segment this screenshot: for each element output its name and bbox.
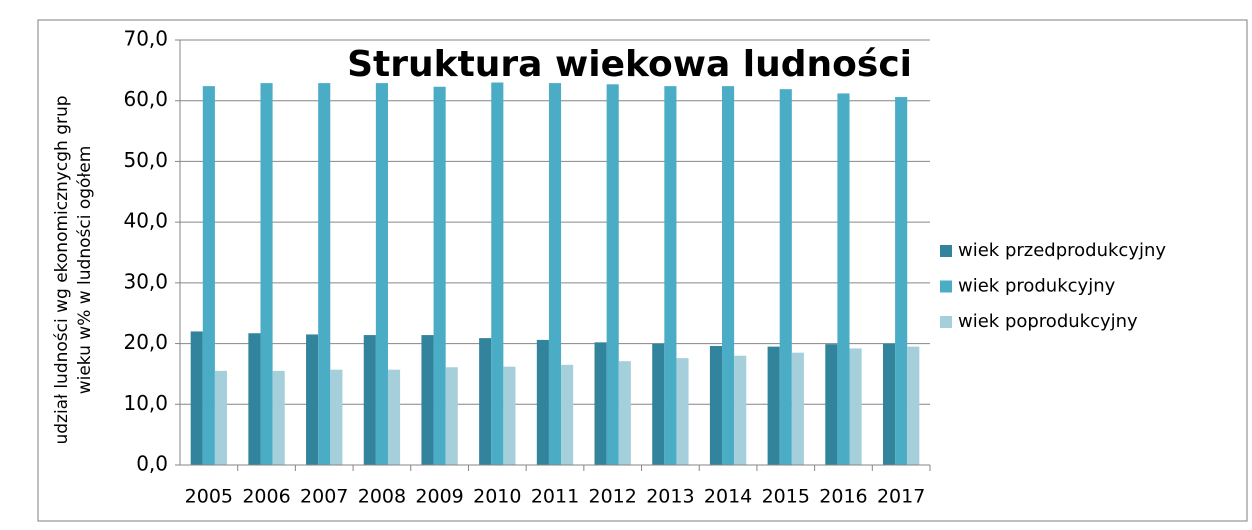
legend-swatch bbox=[940, 280, 952, 293]
x-tick-label: 2016 bbox=[819, 486, 867, 508]
bar bbox=[548, 83, 562, 465]
bar bbox=[849, 348, 862, 465]
bar bbox=[421, 335, 434, 465]
legend-label: wiek przedprodukcyjny bbox=[958, 240, 1166, 261]
bar bbox=[895, 97, 908, 466]
x-tick-label: 2007 bbox=[300, 486, 348, 508]
bar bbox=[882, 343, 896, 465]
bar bbox=[907, 346, 920, 465]
bar bbox=[503, 366, 516, 465]
legend-swatch bbox=[940, 316, 952, 328]
x-tick-label: 2011 bbox=[531, 486, 579, 508]
x-tick-label: 2010 bbox=[473, 486, 521, 508]
bar bbox=[491, 82, 504, 465]
x-tick-label: 2006 bbox=[242, 486, 290, 508]
bar bbox=[272, 370, 285, 465]
y-tick-label: 40,0 bbox=[123, 209, 168, 233]
x-tick-label: 2015 bbox=[762, 486, 810, 508]
bar bbox=[260, 83, 273, 465]
bar bbox=[734, 355, 747, 465]
legend-swatch bbox=[940, 245, 952, 257]
y-tick-label: 60,0 bbox=[123, 87, 168, 111]
bar bbox=[190, 331, 203, 465]
y-tick-label: 50,0 bbox=[123, 148, 168, 172]
y-tick-label: 30,0 bbox=[123, 269, 168, 293]
bar bbox=[606, 84, 619, 466]
x-tick-label: 2005 bbox=[185, 486, 233, 508]
bar bbox=[202, 86, 215, 466]
bar bbox=[722, 86, 735, 466]
bar bbox=[330, 369, 343, 465]
bar bbox=[363, 335, 376, 465]
bar bbox=[479, 338, 492, 465]
bar bbox=[375, 83, 388, 465]
chart-frame bbox=[37, 19, 1248, 522]
bar bbox=[779, 89, 792, 465]
y-tick-label: 20,0 bbox=[123, 330, 168, 354]
y-label-line: wieku w% w ludności ogółem bbox=[75, 146, 95, 395]
bar bbox=[214, 370, 228, 465]
bar bbox=[791, 352, 804, 465]
x-tick-label: 2009 bbox=[415, 486, 463, 508]
x-tick-label: 2017 bbox=[877, 486, 925, 508]
bar bbox=[561, 364, 574, 465]
y-tick-label: 10,0 bbox=[123, 391, 168, 415]
x-tick-label: 2012 bbox=[589, 486, 637, 508]
bar bbox=[825, 344, 838, 465]
chart-title: Struktura wiekowa ludności bbox=[347, 44, 912, 85]
bar bbox=[837, 93, 850, 465]
bar bbox=[767, 346, 780, 465]
bar bbox=[709, 346, 723, 465]
bar bbox=[387, 369, 401, 465]
bar bbox=[618, 361, 631, 465]
bar bbox=[306, 334, 319, 465]
legend-label: wiek produkcyjny bbox=[958, 276, 1116, 297]
bar bbox=[445, 367, 458, 465]
bar bbox=[318, 83, 331, 465]
bar bbox=[248, 333, 261, 465]
x-tick-label: 2013 bbox=[646, 486, 694, 508]
bar bbox=[652, 343, 665, 465]
bar bbox=[536, 339, 549, 465]
bar bbox=[664, 86, 677, 466]
bar bbox=[676, 358, 689, 465]
bar bbox=[433, 86, 446, 465]
y-axis-label: udział ludności wg ekonomicznycgh grup w… bbox=[52, 95, 95, 444]
x-tick-label: 2008 bbox=[358, 486, 406, 508]
y-label-line: udział ludności wg ekonomicznycgh grup bbox=[52, 95, 72, 444]
legend-label: wiek poprodukcyjny bbox=[958, 311, 1138, 332]
y-tick-label: 70,0 bbox=[123, 27, 168, 51]
bar bbox=[594, 342, 607, 465]
y-tick-label: 0,0 bbox=[136, 452, 168, 476]
x-tick-label: 2014 bbox=[704, 486, 752, 508]
